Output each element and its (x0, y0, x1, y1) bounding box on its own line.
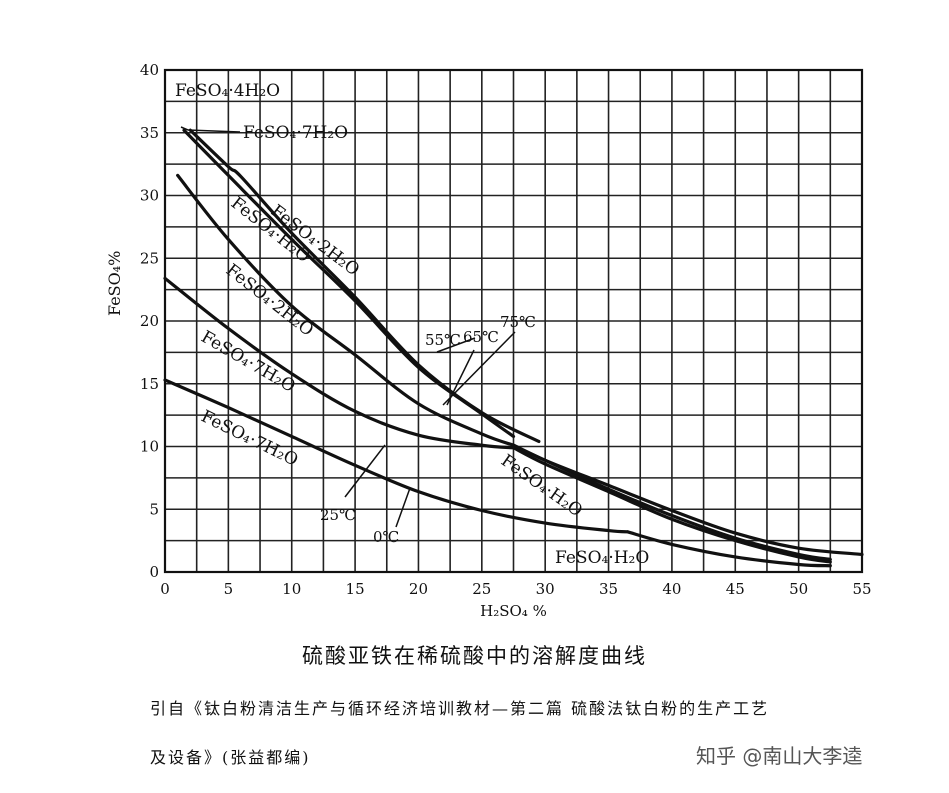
source-citation-line-2: 及设备》(张益都编) (150, 748, 311, 767)
y-tick-label: 35 (140, 124, 159, 142)
annotation-leader-line (187, 129, 241, 133)
y-tick-label: 25 (140, 249, 159, 267)
x-tick-label: 40 (662, 580, 681, 598)
annotation-leader-line (395, 487, 411, 528)
curve-line (511, 443, 864, 557)
curve-annotation: FeSO₄·2H₂O (222, 260, 317, 340)
curve-line (176, 173, 516, 447)
curve-line (188, 128, 541, 444)
curve-line (163, 378, 630, 534)
curve-annotation: FeSO₄·4H₂O (175, 81, 280, 101)
y-tick-label: 5 (149, 500, 159, 518)
source-citation-line-1: 引自《钛白粉清洁生产与循环经济培训教材—第二篇 硫酸法钛白粉的生产工艺 (150, 699, 770, 718)
plot-frame (163, 68, 864, 574)
x-tick-label: 15 (346, 580, 365, 598)
curve-annotation: 25℃ (320, 506, 356, 524)
y-axis-label: FeSO₄% (105, 251, 124, 316)
x-axis-label: H₂SO₄ % (480, 602, 547, 620)
x-tick-label: 10 (282, 580, 301, 598)
annotation-leader-line (436, 337, 476, 353)
y-tick-label: 0 (149, 563, 159, 581)
x-tick-label: 25 (472, 580, 491, 598)
x-tick-label: 35 (599, 580, 618, 598)
x-tick-label: 30 (536, 580, 555, 598)
curve-annotation: FeSO₄·7H₂O (243, 123, 348, 143)
x-tick-label: 20 (409, 580, 428, 598)
x-tick-label: 5 (224, 580, 234, 598)
watermark: 知乎 @南山大李逵 (696, 744, 863, 768)
x-tick-label: 55 (852, 580, 871, 598)
chart-caption: 硫酸亚铁在稀硫酸中的溶解度曲线 (302, 644, 647, 668)
solubility-chart: 0 5 10 15 20 25 30 35 40 45 50 55 0 5 10 15 20 25 30 35 40 H₂… (105, 61, 872, 620)
annotation-leader-line (344, 444, 386, 498)
curve-annotation: FeSO₄·H₂O (555, 548, 649, 568)
curve-line (163, 276, 516, 450)
chart-labels: FeSO₄·4H₂OFeSO₄·7H₂OFeSO₄·2H₂OFeSO₄·H₂OF… (175, 81, 649, 568)
x-tick-label: 0 (160, 580, 170, 598)
chart-curves (163, 128, 864, 568)
curve-annotation: 0℃ (373, 528, 399, 546)
x-tick-label: 45 (726, 580, 745, 598)
annotation-leader-line (180, 126, 189, 131)
curve-annotation: 75℃ (500, 313, 536, 331)
y-tick-label: 20 (140, 312, 159, 330)
chart-axes: 0 5 10 15 20 25 30 35 40 45 50 55 0 5 10 15 20 25 30 35 40 H₂… (105, 61, 872, 620)
curve-annotation: 55℃ (425, 331, 461, 349)
curve-line (511, 446, 832, 564)
curve-annotation: FeSO₄·7H₂O (198, 327, 299, 397)
curve-annotation: 65℃ (463, 328, 499, 346)
y-tick-label: 40 (140, 61, 159, 79)
y-tick-label: 15 (140, 375, 159, 393)
x-tick-label: 50 (789, 580, 808, 598)
y-tick-label: 30 (140, 187, 159, 205)
curve-line (625, 530, 832, 568)
annotation-leader-line (442, 331, 516, 406)
y-tick-label: 10 (140, 438, 159, 456)
